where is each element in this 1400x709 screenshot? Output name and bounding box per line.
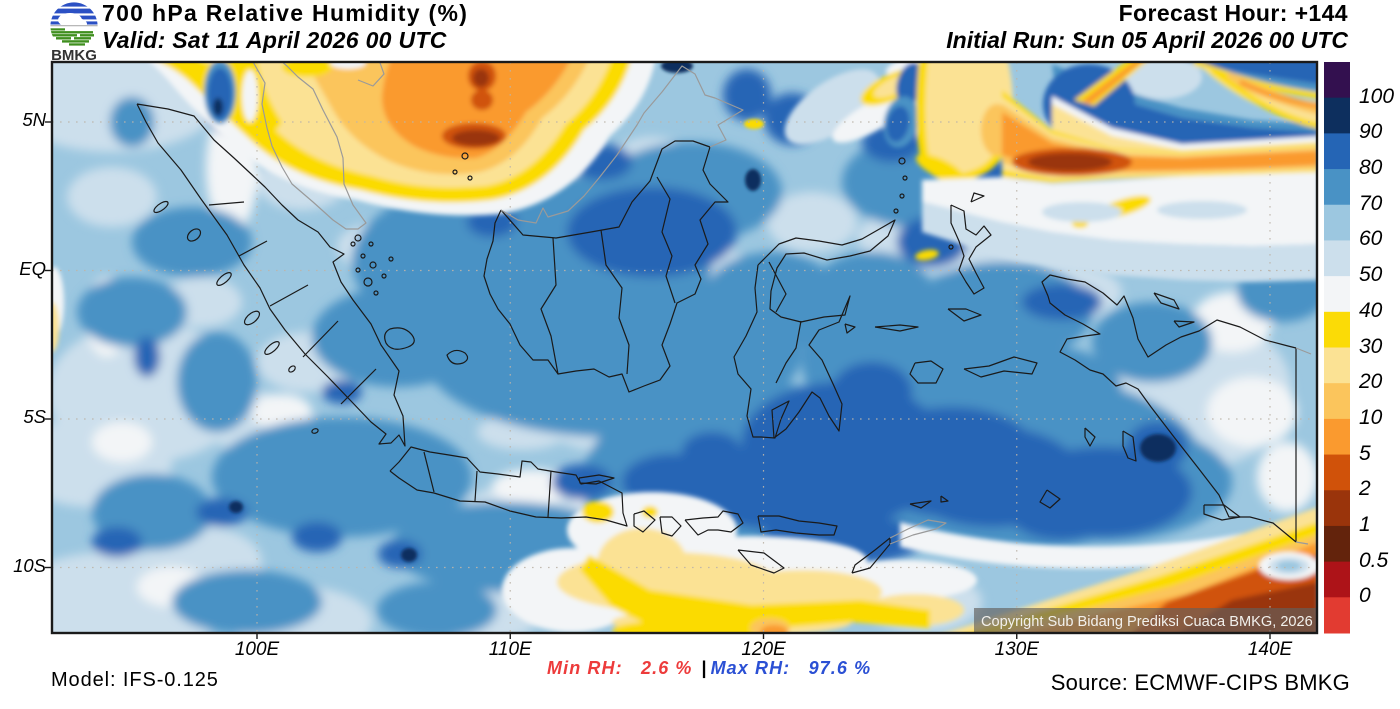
svg-text:Copyright Sub Bidang Prediksi: Copyright Sub Bidang Prediksi Cuaca BMKG… bbox=[981, 614, 1313, 630]
svg-text:BMKG: BMKG bbox=[51, 47, 97, 63]
